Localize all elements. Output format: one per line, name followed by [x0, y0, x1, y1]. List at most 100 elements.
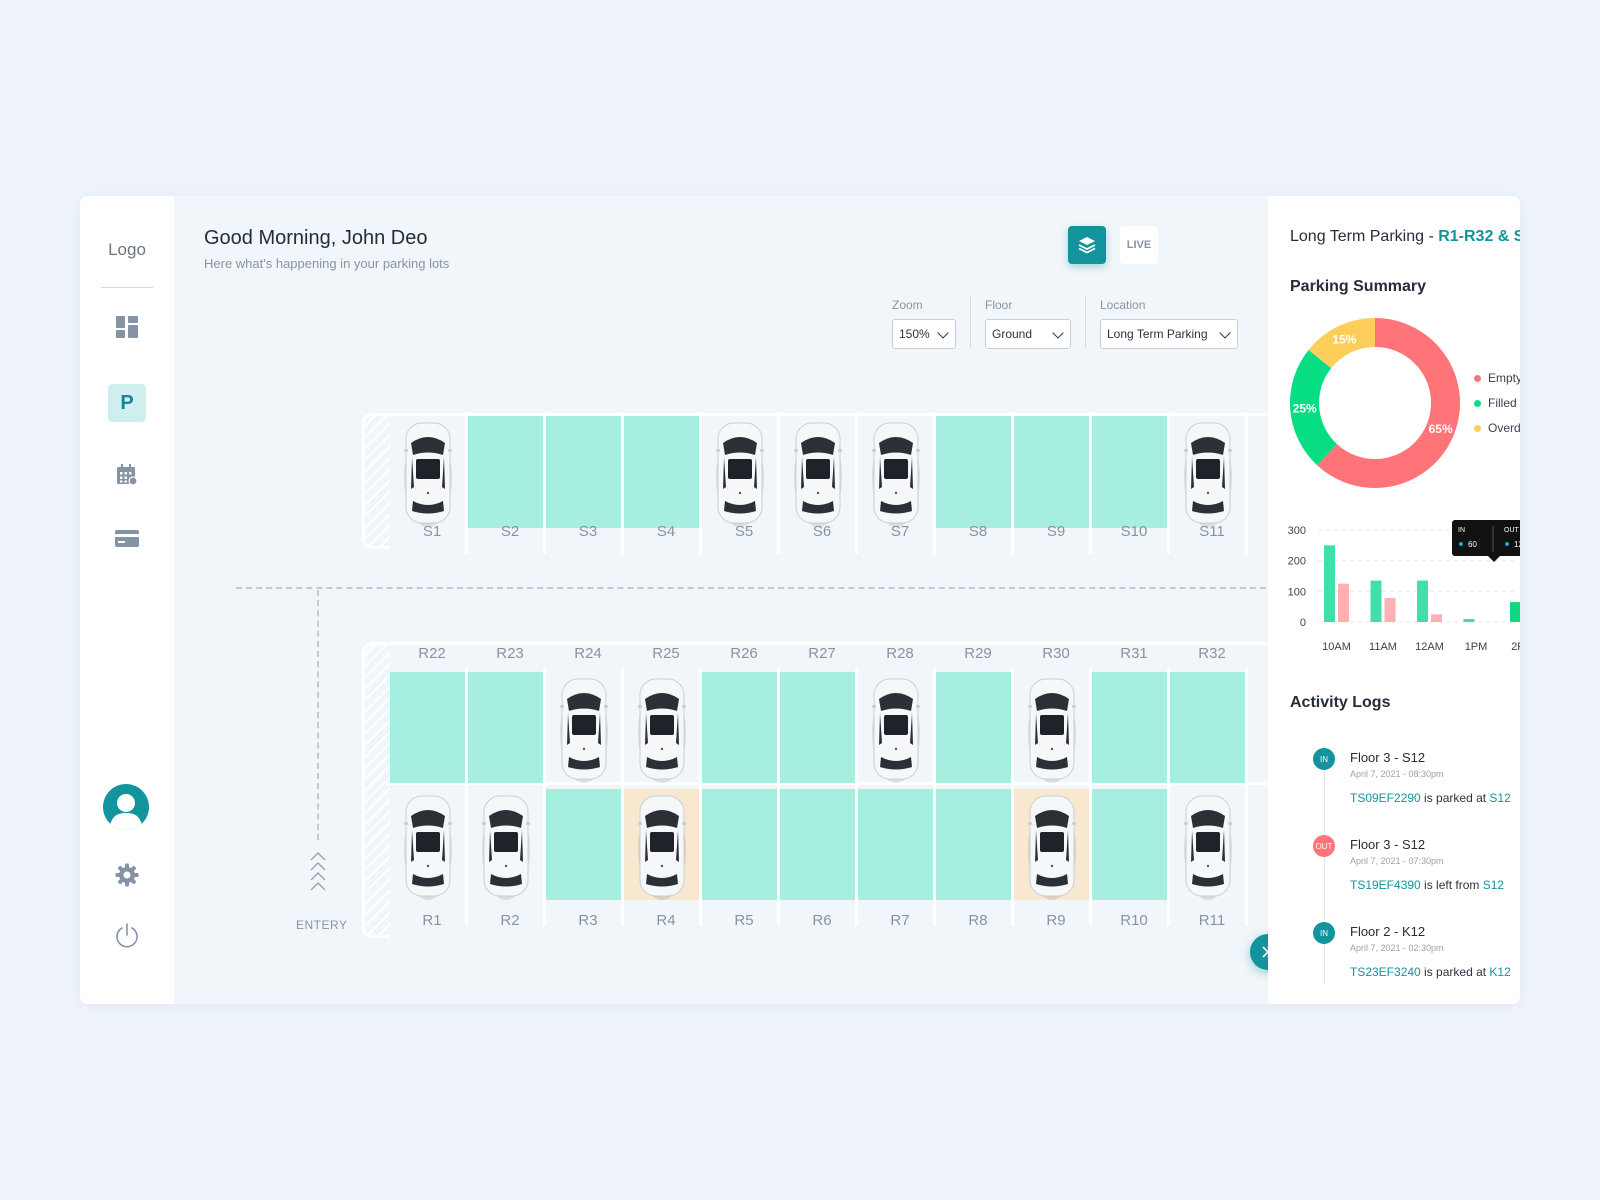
parking-slot-s5[interactable]	[702, 416, 777, 528]
entry-arrows-icon	[310, 852, 326, 891]
parking-slot-r8[interactable]	[936, 789, 1011, 900]
parking-icon: P	[120, 391, 134, 414]
main-content: Good Morning, John Deo Here what's happe…	[174, 196, 1268, 1004]
tooltip-out-label: OUT	[1504, 527, 1520, 534]
x-tick-label: 1PM	[1465, 641, 1488, 653]
legend-label: Overdue	[1488, 421, 1520, 435]
layers-button[interactable]	[1068, 226, 1106, 264]
parking-slot-s8[interactable]	[936, 416, 1011, 528]
expand-button[interactable]	[1250, 934, 1268, 970]
parking-slot-r5[interactable]	[702, 789, 777, 900]
activity-verb: is left from	[1420, 878, 1483, 892]
slot-label: R26	[730, 645, 758, 662]
parking-slot-r22[interactable]	[390, 672, 465, 783]
parking-slot-r1[interactable]	[390, 789, 465, 900]
parking-slot-r32[interactable]	[1170, 672, 1245, 783]
parking-slot-r2[interactable]	[468, 789, 543, 900]
parking-slot-s4[interactable]	[624, 416, 699, 528]
spot-link[interactable]: K12	[1489, 965, 1511, 979]
bar-in-12am	[1417, 580, 1428, 622]
activity-date: April 7, 2021 - 02:30pm	[1350, 943, 1444, 953]
parking-slot-r6[interactable]	[780, 789, 855, 900]
parking-slot-r9[interactable]	[1014, 789, 1089, 900]
slot-label: S8	[968, 523, 988, 540]
parking-slot-s3[interactable]	[546, 416, 621, 528]
slot-divider	[855, 412, 858, 554]
parking-slot-s10[interactable]	[1092, 416, 1167, 528]
parking-slot-r10[interactable]	[1092, 789, 1167, 900]
empty-spot	[936, 416, 1011, 528]
filter-divider	[1085, 296, 1086, 348]
top-row-edge	[380, 413, 1268, 416]
parking-slot-r7[interactable]	[858, 789, 933, 900]
floor-label: Floor	[985, 298, 1013, 312]
parking-slot-r28[interactable]	[858, 672, 933, 783]
slot-label: S2	[500, 523, 520, 540]
power-icon	[116, 923, 138, 948]
x-tick-label: 10AM	[1322, 641, 1351, 653]
parking-slot-s11[interactable]	[1170, 416, 1245, 528]
slot-divider	[543, 785, 546, 926]
layers-icon	[1078, 237, 1096, 254]
vehicle-plate-link[interactable]: TS09EF2290	[1350, 791, 1421, 805]
parking-slot-r27[interactable]	[780, 672, 855, 783]
slot-divider	[465, 668, 468, 809]
floor-select[interactable]: Ground	[985, 319, 1071, 349]
slot-divider	[777, 785, 780, 926]
activity-message: TS09EF2290 is parked at S12	[1350, 791, 1511, 805]
spot-link[interactable]: S12	[1482, 878, 1505, 892]
slot-label: R10	[1120, 912, 1148, 929]
spot-link[interactable]: S12	[1489, 791, 1511, 805]
slot-divider	[543, 668, 546, 809]
donut-slice-filled-spots	[1290, 350, 1337, 466]
parking-summary-donut: 65% 25% 15%	[1290, 318, 1460, 488]
activity-message: TS23EF3240 is parked at K12	[1350, 965, 1511, 979]
avatar[interactable]	[103, 784, 149, 830]
zoom-select[interactable]: 150%	[892, 319, 956, 349]
slot-divider	[855, 668, 858, 809]
sidebar-item-dashboard[interactable]	[108, 308, 146, 346]
parking-slot-s1[interactable]	[390, 416, 465, 528]
parking-slot-s7[interactable]	[858, 416, 933, 528]
location-label: Location	[1100, 298, 1146, 312]
car-icon	[1027, 792, 1077, 902]
settings-button[interactable]	[108, 856, 146, 894]
sidebar-item-calendar[interactable]	[108, 456, 146, 494]
slot-label: S4	[656, 523, 676, 540]
logout-button[interactable]	[108, 916, 146, 954]
parking-slot-s6[interactable]	[780, 416, 855, 528]
car-icon	[871, 675, 921, 785]
x-tick-label: 2PM	[1511, 641, 1520, 653]
parking-slot-r31[interactable]	[1092, 672, 1167, 783]
parking-slot-r23[interactable]	[468, 672, 543, 783]
legend-label: Empty Spots	[1488, 371, 1520, 385]
parking-slot-r11[interactable]	[1170, 789, 1245, 900]
sidebar-item-payments[interactable]	[108, 520, 146, 558]
summary-panel: Long Term Parking - R1-R32 & S1-S11 Park…	[1268, 196, 1520, 1004]
activity-verb: is parked at	[1420, 965, 1490, 979]
location-select[interactable]: Long Term Parking	[1100, 319, 1238, 349]
bar-in-2pm	[1510, 602, 1520, 622]
user-avatar-icon	[109, 794, 143, 830]
parking-slot-r29[interactable]	[936, 672, 1011, 783]
parking-slot-r26[interactable]	[702, 672, 777, 783]
parking-slot-s2[interactable]	[468, 416, 543, 528]
vehicle-plate-link[interactable]: TS23EF3240	[1350, 965, 1421, 979]
sidebar-item-parking[interactable]: P	[108, 384, 146, 422]
slot-label: R30	[1042, 645, 1070, 662]
parking-slot-r30[interactable]	[1014, 672, 1089, 783]
car-icon	[559, 675, 609, 785]
parking-slot-r24[interactable]	[546, 672, 621, 783]
live-button[interactable]: LIVE	[1120, 226, 1158, 264]
parking-slot-r4[interactable]	[624, 789, 699, 900]
parking-slot-s9[interactable]	[1014, 416, 1089, 528]
activity-badge-in: IN	[1313, 922, 1335, 944]
slot-divider	[1089, 785, 1092, 926]
slot-label: R2	[500, 912, 520, 929]
empty-spot	[468, 672, 543, 783]
parking-slot-r25[interactable]	[624, 672, 699, 783]
parking-slot-r3[interactable]	[546, 789, 621, 900]
slot-label: R24	[574, 645, 602, 662]
vehicle-plate-link[interactable]: TS19EF4390	[1350, 878, 1421, 892]
bar-in-10am	[1324, 545, 1335, 622]
